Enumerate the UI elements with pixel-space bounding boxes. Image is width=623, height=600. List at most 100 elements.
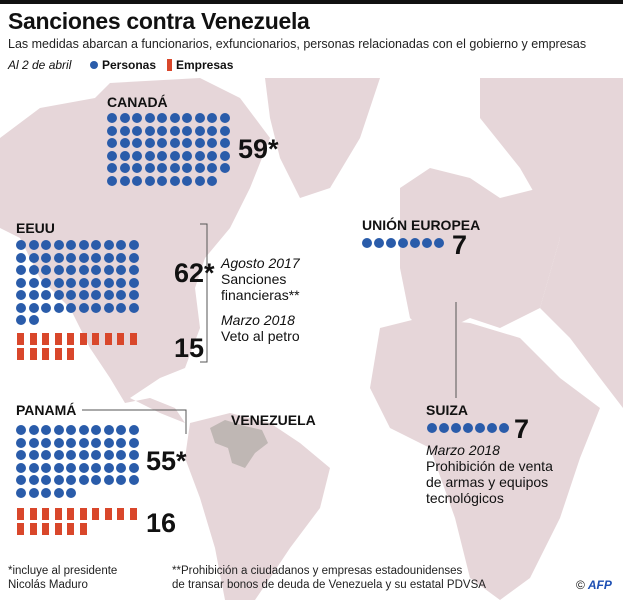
venezuela-shape: [210, 420, 268, 468]
legend-personas: Personas: [90, 58, 156, 72]
persona-dot: [78, 240, 89, 250]
persona-dot: [16, 437, 26, 448]
empresa-bar: [17, 523, 24, 535]
empresa-bar: [92, 508, 99, 520]
persona-dot: [169, 113, 180, 123]
footnote-1: *incluye al presidente Nicolás Maduro: [8, 564, 117, 592]
persona-dot: [66, 437, 76, 448]
persona-dot: [157, 125, 167, 136]
persona-dot: [144, 175, 155, 186]
persona-dot: [128, 277, 139, 288]
persona-dot: [132, 163, 142, 173]
persona-dot: [219, 138, 230, 148]
persona-dot: [182, 138, 192, 148]
persona-dot: [66, 277, 76, 288]
note-text: financieras**: [221, 287, 300, 303]
persona-dot: [132, 138, 142, 148]
persona-dot: [91, 265, 101, 275]
africa: [370, 318, 600, 600]
persona-dot: [128, 252, 139, 263]
empresa-bar: [29, 523, 37, 535]
eeuu-personas-count: 62*: [174, 258, 215, 288]
footnote-line: de transar bonos de deuda de Venezuela y…: [172, 579, 486, 591]
persona-dot: [219, 113, 230, 123]
persona-dot: [116, 290, 126, 300]
empresa-bar: [67, 333, 74, 345]
panama-empresas-count: 16: [146, 508, 177, 538]
persona-dot: [66, 302, 76, 313]
persona-dot: [116, 462, 126, 473]
persona-dot: [16, 450, 26, 460]
persona-dot: [28, 450, 39, 460]
persona-dot: [475, 423, 485, 433]
empresa-bar: [54, 508, 62, 520]
persona-dot: [16, 302, 26, 313]
empresa-bar: [79, 508, 87, 520]
persona-dot: [103, 437, 114, 448]
persona-dot: [66, 450, 76, 460]
persona-dot: [107, 163, 117, 173]
persona-dot: [128, 475, 139, 485]
persona-dot: [103, 302, 114, 313]
persona-dot: [194, 163, 205, 173]
persona-dot: [116, 277, 126, 288]
persona-dot: [107, 138, 117, 148]
persona-dot: [119, 113, 130, 123]
persona-dot: [53, 487, 64, 498]
persona-dot: [78, 265, 89, 275]
empresa-bar: [129, 333, 137, 345]
persona-dot: [41, 290, 51, 300]
persona-dot: [41, 437, 51, 448]
persona-dot: [132, 150, 142, 161]
persona-dot: [28, 290, 39, 300]
note-text: Prohibición de venta: [426, 458, 553, 474]
empresa-bar: [104, 333, 112, 345]
suiza-note: Marzo 2018 Prohibición de venta de armas…: [426, 442, 553, 506]
persona-dot: [78, 302, 89, 313]
top-bar: [0, 0, 623, 4]
persona-dot: [66, 425, 76, 435]
eeuu-note-1: Agosto 2017 Sanciones financieras**: [221, 255, 300, 303]
empresa-bar: [29, 333, 37, 345]
persona-dot: [28, 315, 39, 325]
persona-dot: [194, 138, 205, 148]
suiza-count: 7: [514, 414, 530, 444]
panama-leader-line: [82, 409, 187, 434]
footnote-line: *incluye al presidente: [8, 565, 118, 577]
empresa-bar: [42, 333, 49, 345]
empresa-bar: [42, 348, 49, 360]
persona-dot: [28, 425, 39, 435]
persona-dot: [116, 302, 126, 313]
persona-dot: [91, 252, 101, 263]
persona-dot: [499, 423, 509, 433]
persona-dot: [66, 252, 76, 263]
persona-dot: [53, 252, 64, 263]
empresa-bar: [17, 348, 24, 360]
persona-dot: [451, 423, 461, 433]
persona-dot: [169, 163, 180, 173]
persona-dot: [91, 462, 101, 473]
persona-dot: [53, 302, 64, 313]
label-panama: PANAMÁ: [16, 402, 77, 418]
persona-dot: [207, 138, 217, 148]
legend-label: Personas: [102, 58, 157, 72]
persona-dot: [132, 113, 142, 123]
persona-dot: [119, 163, 130, 173]
canada-count: 59*: [238, 134, 279, 164]
persona-dot: [78, 290, 89, 300]
persona-dot: [128, 425, 139, 435]
persona-dot: [107, 150, 117, 161]
persona-dot: [157, 163, 167, 173]
persona-dot: [16, 475, 26, 485]
persona-dot: [487, 423, 497, 433]
label-ue: UNIÓN EUROPEA: [362, 217, 481, 233]
persona-dot: [41, 265, 51, 275]
empresa-bar: [104, 508, 112, 520]
persona-dot: [119, 150, 130, 161]
persona-dot: [41, 462, 51, 473]
persona-dot: [78, 252, 89, 263]
empresa-bar: [79, 523, 87, 535]
persona-dot: [157, 138, 167, 148]
persona-dot: [116, 437, 126, 448]
persona-dot: [91, 290, 101, 300]
